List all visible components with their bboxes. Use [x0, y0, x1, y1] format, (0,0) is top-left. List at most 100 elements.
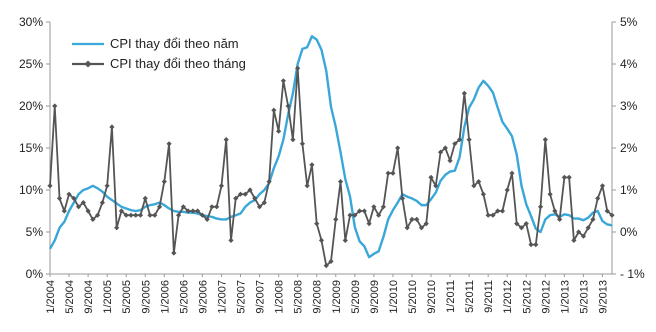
- data-point: [195, 208, 201, 214]
- data-point: [233, 195, 239, 201]
- data-point: [604, 208, 610, 214]
- data-point: [609, 212, 615, 218]
- data-point: [209, 204, 215, 210]
- data-point: [133, 212, 139, 218]
- data-point: [466, 137, 472, 143]
- data-point: [461, 90, 467, 96]
- data-point: [223, 137, 229, 143]
- data-point: [242, 191, 248, 197]
- data-point: [199, 212, 206, 218]
- data-point: [318, 237, 325, 243]
- x-tick-label: 9/2006: [197, 280, 209, 314]
- data-point: [428, 174, 434, 180]
- data-point: [109, 124, 115, 130]
- data-point: [590, 216, 596, 222]
- x-tick-label: 5/2010: [407, 280, 419, 314]
- left-tick-label: 5%: [26, 225, 44, 239]
- right-tick-label: 3%: [620, 99, 638, 113]
- x-tick-label: 5/2011: [464, 280, 476, 313]
- data-point: [123, 212, 129, 218]
- left-tick-label: 25%: [19, 57, 43, 71]
- series-monthly: [47, 65, 615, 269]
- data-point: [85, 208, 91, 214]
- data-point: [371, 204, 377, 210]
- x-tick-label: 5/2005: [121, 280, 133, 314]
- data-point: [547, 191, 553, 197]
- data-point: [56, 195, 63, 201]
- data-point: [480, 191, 487, 197]
- data-point: [185, 208, 191, 214]
- data-point: [552, 208, 558, 214]
- data-point: [352, 212, 358, 218]
- data-point: [514, 221, 520, 227]
- data-point: [142, 195, 148, 201]
- x-tick-label: 1/2012: [502, 280, 514, 314]
- data-point: [537, 204, 544, 210]
- right-tick-label: - 1%: [620, 267, 645, 281]
- right-tick-label: 1%: [620, 183, 638, 197]
- right-tick-label: 0%: [620, 225, 638, 239]
- legend-marker-monthly: [84, 60, 92, 68]
- data-point: [285, 103, 291, 109]
- data-point: [247, 187, 253, 193]
- data-point: [218, 183, 225, 189]
- x-tick-label: 1/2011: [445, 280, 457, 313]
- data-point: [271, 107, 277, 113]
- data-point: [509, 170, 515, 176]
- data-point: [580, 233, 587, 239]
- data-point: [504, 187, 510, 193]
- data-point: [356, 208, 363, 214]
- legend-label-yearly: CPI thay đổi theo năm: [110, 36, 239, 51]
- data-point: [304, 183, 310, 189]
- data-point: [499, 208, 506, 214]
- data-point: [447, 158, 453, 164]
- data-point: [376, 212, 382, 218]
- data-point: [261, 200, 267, 206]
- data-point: [442, 145, 448, 151]
- legend-label-monthly: CPI thay đổi theo tháng: [110, 56, 246, 71]
- data-point: [528, 242, 534, 248]
- data-point: [71, 195, 77, 201]
- x-tick-label: 5/2006: [178, 280, 190, 314]
- x-tick-label: 1/2009: [331, 280, 343, 314]
- left-tick-label: 20%: [19, 99, 43, 113]
- data-point: [323, 263, 329, 269]
- right-tick-label: 4%: [620, 57, 638, 71]
- data-point: [214, 204, 220, 210]
- data-point: [595, 195, 601, 201]
- data-point: [561, 174, 567, 180]
- data-point: [228, 237, 234, 243]
- data-point: [585, 225, 591, 231]
- left-tick-label: 10%: [19, 183, 43, 197]
- data-point: [61, 208, 67, 214]
- data-point: [156, 204, 163, 210]
- data-point: [114, 225, 120, 231]
- data-point: [266, 179, 272, 185]
- data-point: [256, 204, 263, 210]
- data-point: [423, 221, 429, 227]
- data-point: [599, 183, 606, 189]
- data-point: [309, 162, 315, 168]
- legend: CPI thay đổi theo năm CPI thay đổi theo …: [72, 36, 246, 71]
- data-point: [456, 137, 463, 143]
- data-point: [557, 216, 563, 222]
- data-point: [52, 103, 58, 109]
- data-point: [280, 78, 286, 84]
- x-tick-label: 1/2006: [159, 280, 171, 314]
- x-tick-label: 1/2005: [102, 280, 114, 314]
- x-tick-label: 5/2009: [350, 280, 362, 314]
- left-tick-label: 15%: [19, 141, 43, 155]
- data-point: [533, 242, 539, 248]
- data-point: [542, 137, 548, 143]
- data-point: [347, 212, 353, 218]
- x-tick-label: 9/2013: [597, 280, 609, 314]
- left-axis-ticks: 0% 5% 10% 15% 20% 25% 30%: [19, 15, 50, 281]
- data-point: [476, 179, 482, 185]
- x-tick-label: 1/2004: [45, 280, 57, 314]
- x-tick-label: 5/2004: [64, 280, 76, 314]
- data-point: [75, 204, 82, 210]
- data-point: [104, 183, 110, 189]
- data-point: [161, 179, 167, 185]
- data-point: [328, 258, 334, 264]
- data-point: [361, 208, 367, 214]
